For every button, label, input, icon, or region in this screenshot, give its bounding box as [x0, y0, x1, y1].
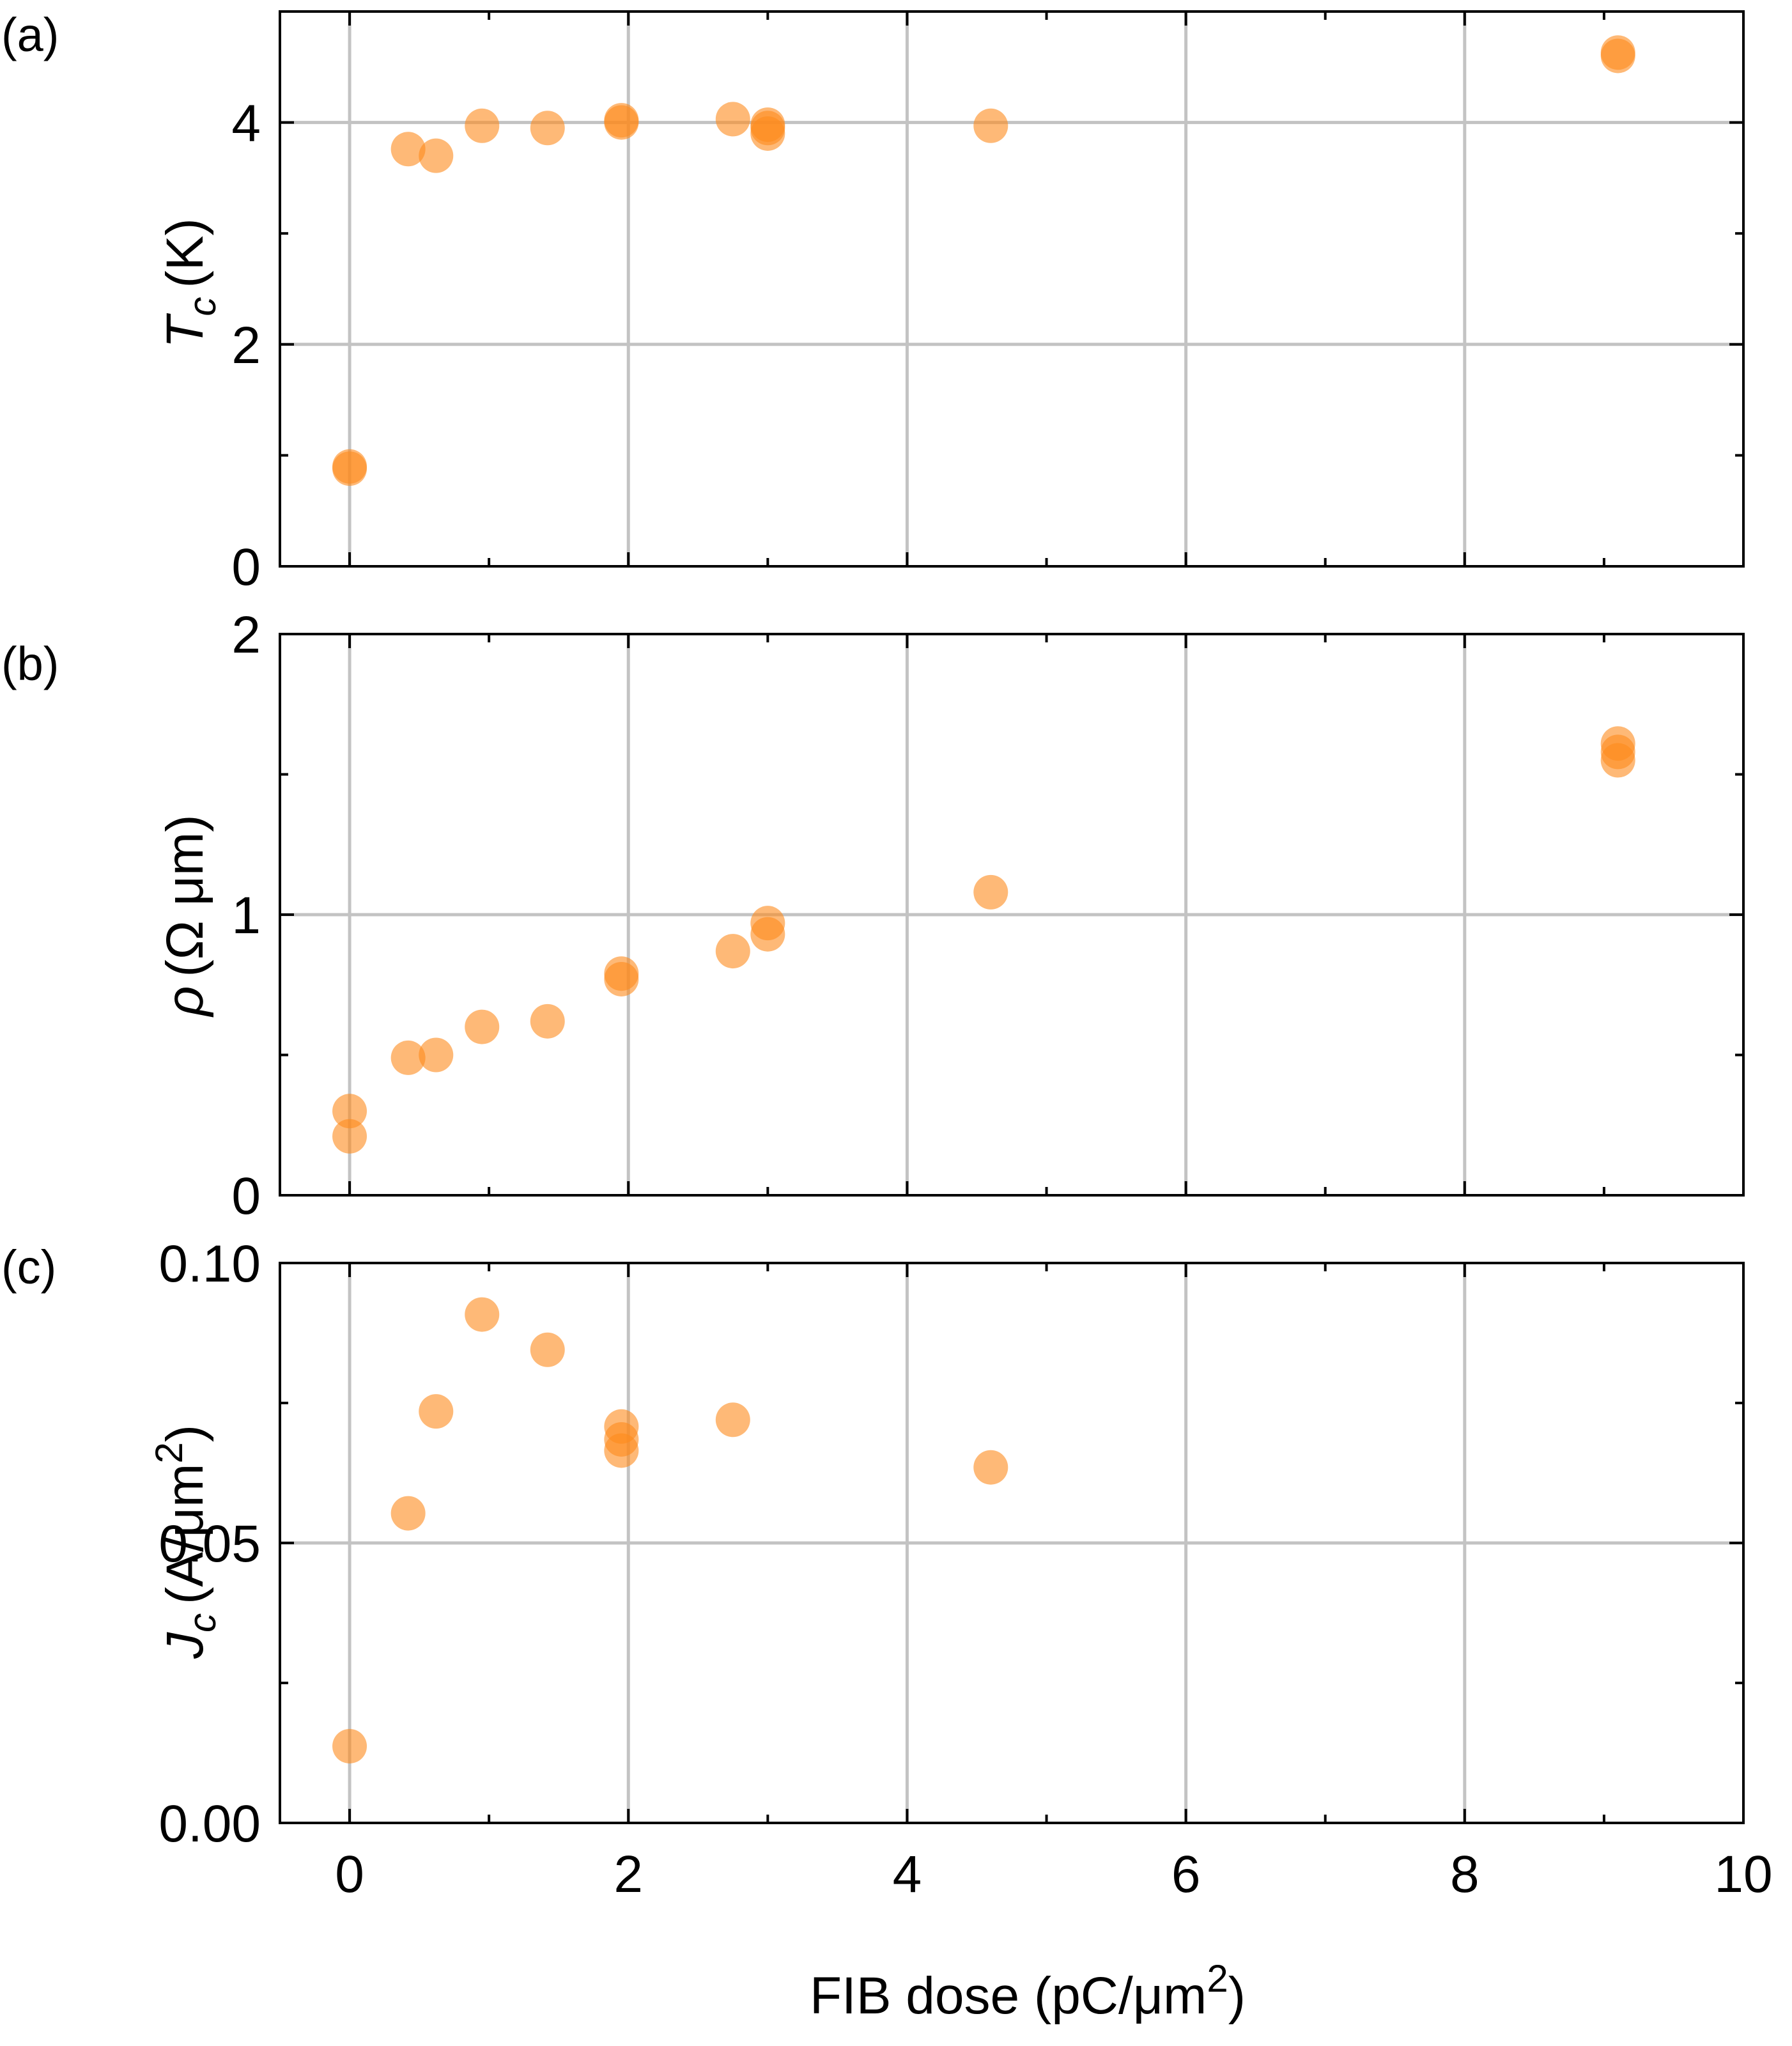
- y-label-unit-c: (A/μm: [156, 1464, 214, 1604]
- y-label-symbol-a: T: [156, 313, 214, 348]
- panel-label-a: (a): [1, 8, 59, 61]
- minor-ticks-c: [280, 1263, 1743, 1823]
- data-point: [973, 874, 1008, 910]
- data-point: [465, 1009, 500, 1044]
- data-point: [332, 1728, 367, 1763]
- y-tick-label: 0.10: [158, 1235, 261, 1293]
- data-point: [390, 1496, 426, 1531]
- x-tick-label: 4: [893, 1845, 922, 1903]
- data-point: [604, 1409, 639, 1444]
- y-axis-label-b: ρ (Ω μm): [156, 814, 214, 1017]
- panel-label-b: (b): [1, 637, 59, 690]
- grid-a: [280, 12, 1743, 566]
- y-ticks-b: 0 1 2: [231, 606, 261, 1225]
- data-point: [715, 1402, 750, 1438]
- y-label-symbol-b: ρ: [156, 986, 214, 1018]
- minor-ticks-b: [280, 634, 1743, 1195]
- y-tick-label: 0.05: [158, 1515, 261, 1573]
- y-axis-label-a: Tc (K): [156, 218, 224, 348]
- y-label-unit-a: (K): [156, 218, 214, 288]
- y-tick-label: 0: [231, 1167, 261, 1225]
- x-tick-label: 0: [335, 1845, 364, 1903]
- data-point: [419, 1037, 454, 1073]
- markers-a: [332, 35, 1635, 486]
- data-point: [604, 956, 639, 991]
- y-ticks-c: 0.00 0.05 0.10: [158, 1235, 261, 1853]
- y-label-symbol-c: J: [156, 1632, 214, 1659]
- markers-c: [332, 1297, 1008, 1763]
- panel-label-c: (c): [1, 1241, 56, 1294]
- panel-a: (a) 0 2 4 Tc (K): [1, 8, 1745, 596]
- data-point: [1600, 726, 1635, 761]
- x-tick-label: 10: [1714, 1845, 1772, 1903]
- panel-c: (c) 0.00 0.05 0.10 Jc (A/μm2): [1, 1235, 1745, 1853]
- data-point: [390, 1040, 426, 1075]
- y-axis-label-c: Jc (A/μm2): [148, 1425, 224, 1659]
- data-point: [332, 1119, 367, 1154]
- y-tick-label: 4: [231, 95, 261, 153]
- y-label-unit-b: (Ω μm): [156, 814, 214, 977]
- data-point: [332, 1094, 367, 1129]
- x-tick-labels: 0 2 4 6 8 10: [335, 1845, 1772, 1903]
- x-tick-label: 6: [1171, 1845, 1201, 1903]
- x-axis-label: FIB dose (pC/μm2): [810, 1957, 1246, 2025]
- grid-b: [280, 634, 1743, 1195]
- data-point: [465, 108, 500, 143]
- panel-b: (b) 0 1 2 ρ (Ω μm): [1, 606, 1745, 1225]
- x-ticks-a: [280, 12, 1745, 568]
- data-point: [390, 132, 426, 167]
- plot-frame-b: [279, 633, 1745, 1197]
- data-point: [973, 1450, 1008, 1485]
- data-point: [715, 102, 750, 137]
- minor-ticks-a: [280, 12, 1743, 566]
- data-point: [530, 1332, 565, 1367]
- y-ticks-a: 0 2 4: [231, 95, 261, 596]
- data-point: [715, 934, 750, 969]
- data-point: [750, 906, 785, 941]
- x-label-close: ): [1228, 1967, 1246, 2025]
- data-point: [530, 111, 565, 146]
- x-label-sup: 2: [1207, 1957, 1228, 2000]
- y-label-sub-a: c: [181, 297, 224, 316]
- y-label-sub-c: c: [181, 1613, 224, 1632]
- data-point: [530, 1004, 565, 1039]
- data-point: [332, 449, 367, 484]
- markers-b: [332, 726, 1635, 1154]
- data-point: [1600, 35, 1635, 70]
- data-point: [973, 108, 1008, 143]
- x-tick-label: 2: [614, 1845, 643, 1903]
- plot-frame-a: [279, 10, 1745, 568]
- y-tick-label: 0.00: [158, 1795, 261, 1853]
- y-label-sup-c: 2: [148, 1442, 190, 1463]
- y-tick-label: 2: [231, 316, 261, 375]
- y-label-close-c: ): [156, 1425, 214, 1442]
- data-point: [419, 1394, 454, 1429]
- data-point: [750, 107, 785, 143]
- y-tick-label: 1: [231, 887, 261, 945]
- data-point: [465, 1297, 500, 1332]
- plot-frame-c: [279, 1262, 1745, 1824]
- y-tick-label: 2: [231, 606, 261, 664]
- y-tick-label: 0: [231, 538, 261, 596]
- x-label-text: FIB dose (pC/μm: [810, 1967, 1207, 2025]
- grid-c: [280, 1263, 1743, 1823]
- data-point: [419, 138, 454, 173]
- x-tick-label: 8: [1450, 1845, 1479, 1903]
- data-point: [604, 103, 639, 138]
